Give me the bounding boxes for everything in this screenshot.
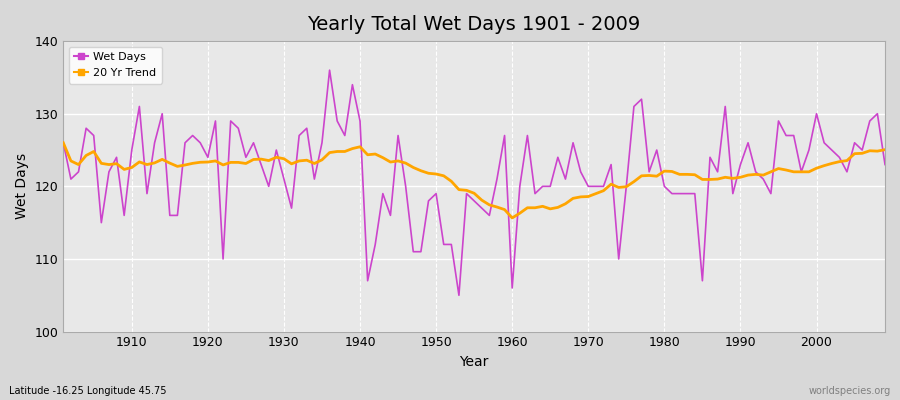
Text: Latitude -16.25 Longitude 45.75: Latitude -16.25 Longitude 45.75 — [9, 386, 166, 396]
Text: worldspecies.org: worldspecies.org — [809, 386, 891, 396]
Y-axis label: Wet Days: Wet Days — [15, 153, 29, 220]
Legend: Wet Days, 20 Yr Trend: Wet Days, 20 Yr Trend — [68, 47, 162, 84]
X-axis label: Year: Year — [460, 355, 489, 369]
Title: Yearly Total Wet Days 1901 - 2009: Yearly Total Wet Days 1901 - 2009 — [308, 15, 641, 34]
